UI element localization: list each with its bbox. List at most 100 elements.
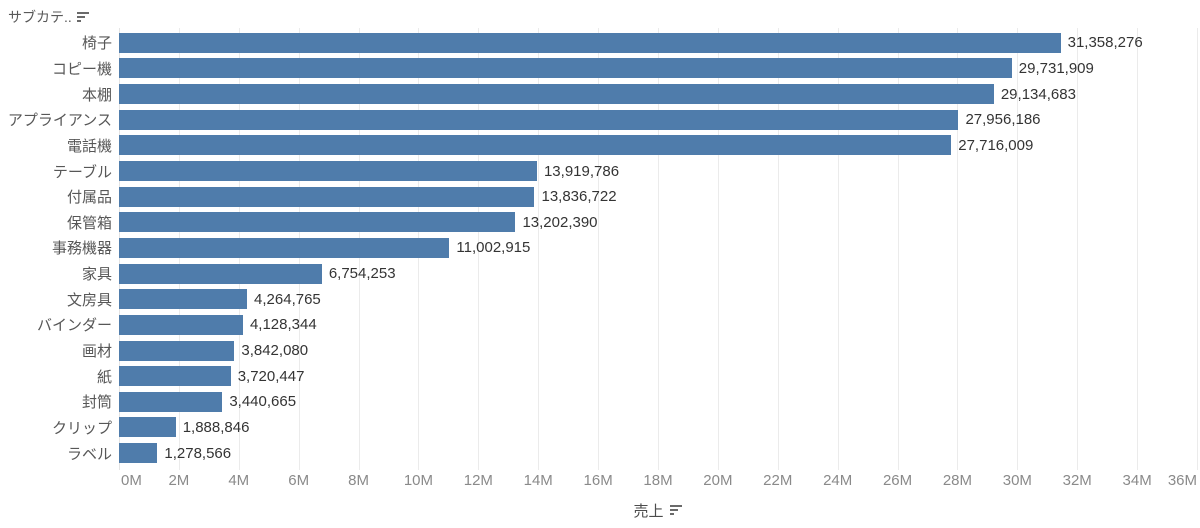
bar[interactable] <box>119 263 322 284</box>
value-label: 13,919,786 <box>543 162 620 180</box>
bar-track: 1,278,566 <box>119 443 1200 464</box>
category-label[interactable]: 保管箱 <box>66 214 112 232</box>
category-label[interactable]: 文房具 <box>66 291 112 309</box>
bar-track: 13,202,390 <box>119 212 1200 233</box>
bar[interactable] <box>119 109 959 130</box>
bar-row: 椅子 31,358,276 <box>0 30 1200 56</box>
category-label[interactable]: 付属品 <box>66 189 112 207</box>
category-label[interactable]: テーブル <box>52 163 112 181</box>
value-label: 3,440,665 <box>229 393 297 411</box>
value-label: 29,731,909 <box>1018 59 1094 77</box>
category-label[interactable]: ラベル <box>66 445 112 463</box>
x-axis-ticks: 0M 2M 4M 6M 8M 10M 12M 14M 16M 18M 20M 22M 24M 26M 28M… <box>119 472 1197 492</box>
category-label[interactable]: 家具 <box>81 266 112 284</box>
bar-row: アプライアンス 27,956,186 <box>0 107 1200 133</box>
value-label: 3,842,080 <box>241 342 309 359</box>
bar[interactable] <box>119 135 952 156</box>
axis-tick-label: 24M <box>823 472 853 489</box>
axis-tick-label: 20M <box>703 472 733 489</box>
bar-row: コピー機 29,731,909 <box>0 56 1200 82</box>
bar-track: 27,956,186 <box>119 109 1200 130</box>
bar[interactable] <box>119 340 235 361</box>
axis-tick-label: 8M <box>348 472 369 489</box>
axis-tick-label: 10M <box>403 472 434 489</box>
bar-row: 家具 6,754,253 <box>0 261 1200 287</box>
value-label: 13,202,390 <box>522 213 598 231</box>
bar-row: 電話機 27,716,009 <box>0 133 1200 159</box>
bar-row: 封筒 3,440,665 <box>0 389 1200 415</box>
bar-row: 事務機器 11,002,915 <box>0 235 1200 261</box>
bar[interactable] <box>119 417 176 438</box>
value-label: 6,754,253 <box>328 265 396 283</box>
bar-track: 31,358,276 <box>119 32 1200 53</box>
bar-track: 13,836,722 <box>119 186 1200 207</box>
axis-tick-label: 30M <box>1002 472 1032 489</box>
value-label: 1,278,566 <box>164 444 232 462</box>
bar-row: ラベル 1,278,566 <box>0 440 1200 466</box>
sort-descending-icon[interactable] <box>669 504 683 516</box>
value-label: 3,720,447 <box>237 367 305 385</box>
bar-rows: 椅子 31,358,276 コピー機 29,731,909 本棚 29,134,683 アプ… <box>0 30 1200 466</box>
bar[interactable] <box>119 212 516 233</box>
axis-title-sales[interactable]: 売上 <box>119 499 1197 521</box>
bar-track: 3,720,447 <box>119 366 1200 387</box>
bar[interactable] <box>119 161 537 182</box>
bar[interactable] <box>119 32 1061 53</box>
bar-track: 1,888,846 <box>119 417 1200 438</box>
value-label: 4,128,344 <box>249 316 317 334</box>
bar-track: 4,128,344 <box>119 314 1200 335</box>
bar-row: 保管箱 13,202,390 <box>0 209 1200 235</box>
category-label[interactable]: バインダー <box>36 317 112 335</box>
bar[interactable] <box>119 58 1012 79</box>
axis-tick-label: 2M <box>168 472 190 489</box>
category-label[interactable]: 椅子 <box>81 35 112 53</box>
axis-tick-label: 0M <box>121 472 142 489</box>
category-label[interactable]: 画材 <box>81 343 112 360</box>
axis-tick-label: 26M <box>882 472 913 489</box>
axis-tick-label: 4M <box>228 472 250 489</box>
bar[interactable] <box>119 237 450 258</box>
bar-track: 27,716,009 <box>119 135 1200 156</box>
category-label[interactable]: 本棚 <box>81 86 112 104</box>
category-label[interactable]: アプライアンス <box>7 112 112 130</box>
axis-tick-label: 34M <box>1122 472 1152 489</box>
value-label: 27,716,009 <box>958 136 1034 154</box>
axis-tick-label: 28M <box>942 472 973 489</box>
value-label: 27,956,186 <box>965 111 1041 129</box>
bar-row: テーブル 13,919,786 <box>0 158 1200 184</box>
axis-tick-label: 22M <box>763 472 793 489</box>
bar-row: 文房具 4,264,765 <box>0 286 1200 312</box>
bar[interactable] <box>119 366 231 387</box>
category-label[interactable]: 電話機 <box>66 137 112 155</box>
axis-tick-label: 12M <box>463 472 493 489</box>
bar-track: 3,440,665 <box>119 391 1200 412</box>
subcategory-field-label[interactable]: サブカテ.. <box>8 7 90 27</box>
value-label: 1,888,846 <box>182 418 250 436</box>
category-label[interactable]: 事務機器 <box>51 240 112 258</box>
bar-track: 6,754,253 <box>119 263 1200 284</box>
axis-tick-label: 14M <box>523 472 553 489</box>
bar-row: バインダー 4,128,344 <box>0 312 1200 338</box>
axis-tick-label: 6M <box>288 472 310 489</box>
axis-title-text: 売上 <box>633 502 664 520</box>
bar[interactable] <box>119 443 158 464</box>
axis-tick-label: 18M <box>643 472 673 489</box>
bar[interactable] <box>119 314 243 335</box>
bar-track: 4,264,765 <box>119 289 1200 310</box>
category-label[interactable]: クリップ <box>51 419 112 437</box>
bar[interactable] <box>119 186 535 207</box>
category-label[interactable]: コピー機 <box>51 60 112 78</box>
sort-descending-icon[interactable] <box>76 11 90 23</box>
bar[interactable] <box>119 289 248 310</box>
subcategory-field-text: サブカテ.. <box>8 9 72 25</box>
bar[interactable] <box>119 84 994 105</box>
category-label[interactable]: 紙 <box>96 368 112 386</box>
bar[interactable] <box>119 391 223 412</box>
bar-row: 紙 3,720,447 <box>0 363 1200 389</box>
value-label: 13,836,722 <box>541 188 617 206</box>
bar-row: 画材 3,842,080 <box>0 338 1200 364</box>
bar-track: 29,731,909 <box>119 58 1200 79</box>
category-label[interactable]: 封筒 <box>81 394 112 412</box>
value-label: 4,264,765 <box>254 290 321 308</box>
